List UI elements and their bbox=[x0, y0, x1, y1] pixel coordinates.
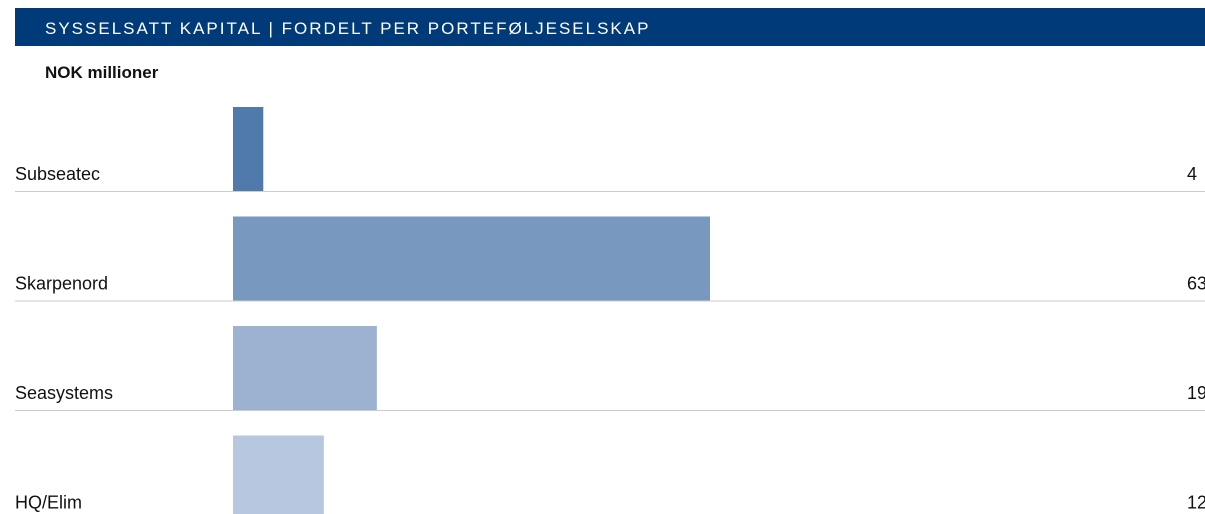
chart-title: SYSSELSATT KAPITAL | FORDELT PER PORTEFØ… bbox=[45, 19, 650, 38]
chart-subtitle: NOK millioner bbox=[45, 63, 159, 82]
bar bbox=[233, 435, 324, 514]
category-label: Seasystems bbox=[15, 383, 113, 403]
header-bar bbox=[15, 8, 1205, 46]
value-label: 63 bbox=[1187, 274, 1205, 294]
category-label: Subseatec bbox=[15, 164, 100, 184]
bar bbox=[233, 107, 264, 191]
bar bbox=[233, 326, 377, 410]
value-label: 4 bbox=[1187, 164, 1197, 184]
value-label: 19 bbox=[1187, 383, 1205, 403]
category-label: HQ/Elim bbox=[15, 493, 82, 513]
value-label: 12 bbox=[1187, 493, 1205, 513]
bar bbox=[233, 216, 710, 301]
category-label: Skarpenord bbox=[15, 274, 108, 294]
